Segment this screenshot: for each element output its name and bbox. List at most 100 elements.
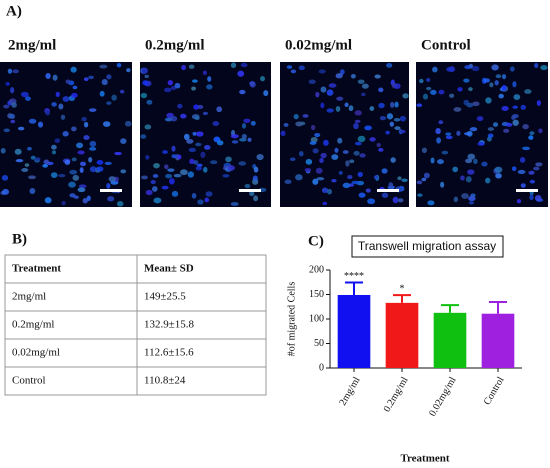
nucleus [51,102,57,107]
nucleus [249,190,255,197]
table-frame [4,254,267,396]
nucleus [489,82,494,88]
scale-bar [516,189,538,192]
nucleus [250,120,256,126]
nucleus [334,147,339,153]
nucleus [189,158,195,165]
nucleus [210,160,218,165]
nucleus [5,82,10,86]
nucleus [195,166,203,171]
nucleus [445,135,453,140]
nucleus [78,184,87,189]
nucleus [388,182,394,188]
nucleus [310,136,318,143]
micrograph [416,62,548,207]
nucleus [187,171,194,178]
nucleus [529,179,536,184]
nucleus [183,133,190,140]
nucleus [72,174,80,181]
nucleus [320,102,325,109]
nucleus [528,135,534,140]
nucleus [72,85,78,90]
nucleus [106,74,112,80]
nucleus [353,150,360,156]
nucleus [60,114,66,120]
y-tick-label: 200 [309,264,324,275]
nucleus [350,73,356,79]
nucleus [237,70,245,77]
nucleus [216,106,223,113]
nucleus [10,119,16,124]
nucleus [520,183,526,188]
nucleus [146,99,153,105]
nucleus [494,166,503,173]
error-bar [393,294,411,303]
nucleus [487,127,495,131]
nucleus [295,174,303,181]
nucleus [193,104,200,110]
nucleus [315,167,323,174]
nucleus [106,183,111,189]
table-cell: Control [12,375,46,387]
nucleus [11,102,17,108]
nucleus [520,104,526,110]
nucleus [144,74,149,79]
nucleus [402,93,409,99]
nucleus [164,164,169,170]
micrograph [140,62,271,207]
nucleus [173,173,182,178]
nucleus [469,127,478,132]
nucleus [77,187,86,193]
nucleus [426,78,431,82]
nucleus [302,114,309,118]
nucleus [126,68,131,73]
significance: * [400,283,405,294]
nucleus [0,147,6,154]
nucleus [167,168,175,172]
nucleus [106,101,112,105]
nucleus [536,100,541,106]
nucleus [516,199,522,204]
nucleus [298,150,304,157]
nucleus [522,123,529,130]
nucleus [205,191,213,197]
nucleus [195,142,202,147]
nucleus [99,90,105,97]
nucleus [331,154,339,160]
image-label: 0.2mg/ml [145,37,205,53]
nucleus [230,134,239,139]
nucleus [421,147,428,154]
nucleus [361,83,369,89]
nucleus [421,177,427,182]
nucleus [335,73,343,79]
nucleus [512,105,518,109]
nucleus [174,82,181,89]
nucleus [310,124,316,131]
nucleus [347,174,353,180]
nucleus [44,197,52,204]
nucleus [400,129,406,134]
nucleus [522,146,531,151]
nucleus [28,175,36,180]
nucleus [519,156,526,163]
nucleus [397,176,402,181]
nucleus [466,102,474,108]
image-label: 2mg/ml [8,37,56,53]
nucleus [192,79,198,83]
nucleus [253,195,259,202]
nucleus [373,175,379,180]
nucleus [186,138,194,144]
nucleus [79,161,87,167]
nucleus [305,158,313,165]
nucleus [501,105,509,112]
nucleus [111,94,117,101]
nucleus [339,69,345,75]
nucleus [152,186,158,192]
nucleus [104,161,112,166]
nucleus [529,194,534,201]
nucleus [153,197,162,204]
nucleus [81,116,87,122]
nucleus [165,173,173,179]
nucleus [96,166,104,172]
nucleus [51,144,57,150]
